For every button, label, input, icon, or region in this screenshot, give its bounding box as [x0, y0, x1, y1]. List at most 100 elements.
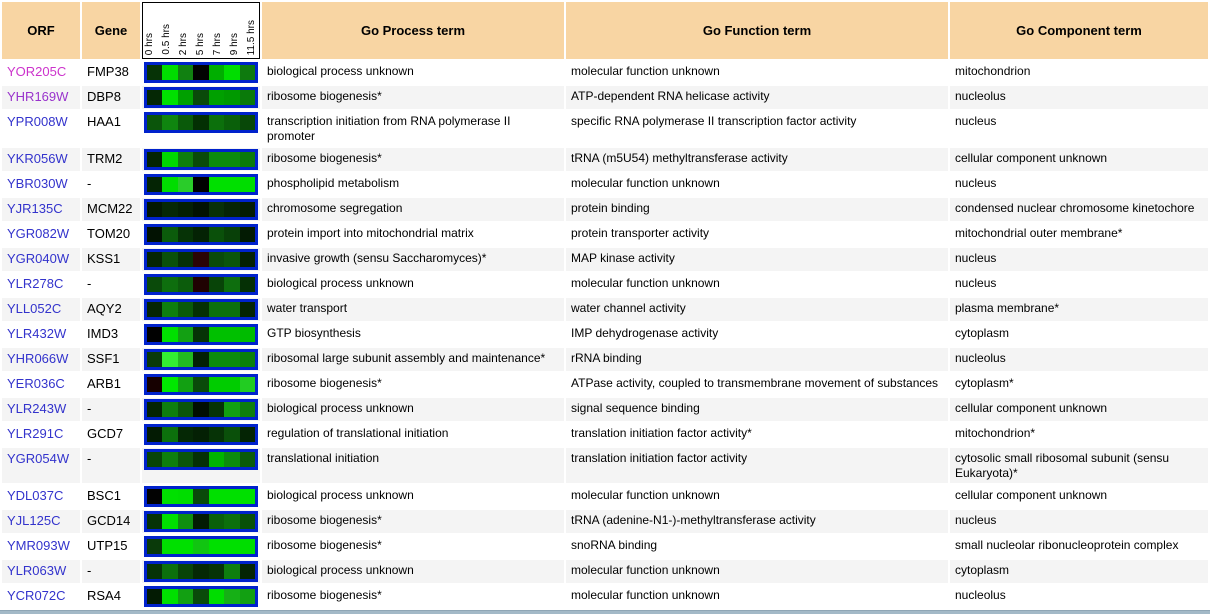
gene-name: TRM2: [82, 148, 140, 171]
expression-heatmap[interactable]: [144, 112, 258, 133]
orf-link[interactable]: YMR093W: [7, 538, 70, 553]
orf-link[interactable]: YLR432W: [7, 326, 67, 341]
orf-link[interactable]: YGR082W: [7, 226, 70, 241]
expression-heatmap[interactable]: [144, 374, 258, 395]
orf-link[interactable]: YHR066W: [7, 351, 69, 366]
heatmap-timepoint-cell: [147, 564, 163, 579]
heatmap-timepoint-cell: [239, 115, 255, 130]
heatmap-timepoint-cell: [208, 539, 225, 554]
orf-link[interactable]: YGR040W: [7, 251, 70, 266]
orf-link[interactable]: YER036C: [7, 376, 65, 391]
go-process-term: phospholipid metabolism: [262, 173, 564, 196]
heatmap-timepoint-cell: [177, 65, 194, 80]
go-function-term: molecular function unknown: [566, 173, 948, 196]
go-function-term: ATP-dependent RNA helicase activity: [566, 86, 948, 109]
expression-heatmap[interactable]: [144, 87, 258, 108]
go-component-term: cellular component unknown: [950, 148, 1208, 171]
gene-name: KSS1: [82, 248, 140, 271]
go-component-term: nucleus: [950, 510, 1208, 533]
expression-heatmap[interactable]: [144, 62, 258, 83]
orf-link[interactable]: YPR008W: [7, 114, 68, 129]
heatmap-timepoint-cell: [162, 152, 178, 167]
heatmap-timepoint-cell: [224, 452, 240, 467]
heatmap-cell-container: [142, 535, 260, 558]
orf-link[interactable]: YLL052C: [7, 301, 62, 316]
go-process-term: ribosome biogenesis*: [262, 510, 564, 533]
expression-heatmap[interactable]: [144, 274, 258, 295]
expression-heatmap[interactable]: [144, 586, 258, 607]
go-component-term: condensed nuclear chromosome kinetochore: [950, 198, 1208, 221]
gene-name: -: [82, 398, 140, 421]
heatmap-timepoint-cell: [224, 352, 240, 367]
orf-link[interactable]: YGR054W: [7, 451, 70, 466]
go-component-term: cellular component unknown: [950, 398, 1208, 421]
orf-link[interactable]: YOR205C: [7, 64, 67, 79]
heatmap-timepoint-cell: [162, 277, 178, 292]
go-function-term: molecular function unknown: [566, 273, 948, 296]
expression-heatmap[interactable]: [144, 561, 258, 582]
orf-link[interactable]: YLR278C: [7, 276, 64, 291]
expression-heatmap[interactable]: [144, 149, 258, 170]
heatmap-timepoint-cell: [193, 377, 209, 392]
expression-heatmap[interactable]: [144, 349, 258, 370]
heatmap-timepoint-cell: [147, 589, 163, 604]
bottom-scrollbar[interactable]: [0, 610, 1210, 614]
table-row: YLR243W - biological process unknown signal…: [2, 398, 1208, 421]
expression-heatmap[interactable]: [144, 199, 258, 220]
timepoint-label: 11.5 hrs: [246, 19, 257, 55]
timepoint-label: 0.5 hrs: [161, 24, 172, 55]
go-process-term: GTP biosynthesis: [262, 323, 564, 346]
heatmap-timepoint-cell: [193, 589, 209, 604]
expression-heatmap[interactable]: [144, 174, 258, 195]
orf-link[interactable]: YHR169W: [7, 89, 69, 104]
orf-link[interactable]: YLR291C: [7, 426, 64, 441]
heatmap-timepoint-cell: [239, 302, 255, 317]
orf-cell: YBR030W: [2, 173, 80, 196]
table-row: YOR205C FMP38 biological process unknown mo…: [2, 61, 1208, 84]
expression-heatmap[interactable]: [144, 424, 258, 445]
orf-cell: YJL125C: [2, 510, 80, 533]
go-function-term: molecular function unknown: [566, 61, 948, 84]
orf-link[interactable]: YJL125C: [7, 513, 61, 528]
orf-link[interactable]: YLR243W: [7, 401, 67, 416]
timepoint-labels: 0 hrs 0.5 hrs 2 hrs 5 hrs 7 hrs 9 hrs 11.5 hrs: [144, 3, 257, 56]
go-function-term: ATPase activity, coupled to transmembran…: [566, 373, 948, 396]
orf-link[interactable]: YCR072C: [7, 588, 66, 603]
expression-heatmap[interactable]: [144, 449, 258, 470]
expression-heatmap[interactable]: [144, 399, 258, 420]
orf-link[interactable]: YKR056W: [7, 151, 68, 166]
expression-heatmap[interactable]: [144, 536, 258, 557]
heatmap-timepoint-cell: [147, 227, 163, 242]
heatmap-timepoint-cell: [162, 65, 178, 80]
heatmap-timepoint-cell: [193, 65, 209, 80]
orf-link[interactable]: YLR063W: [7, 563, 67, 578]
heatmap-timepoint-cell: [208, 115, 225, 130]
heatmap-timepoint-cell: [193, 277, 209, 292]
orf-cell: YMR093W: [2, 535, 80, 558]
orf-cell: YER036C: [2, 373, 80, 396]
heatmap-timepoint-cell: [208, 452, 225, 467]
heatmap-timepoint-cell: [239, 514, 255, 529]
heatmap-timepoint-cell: [239, 564, 255, 579]
expression-heatmap[interactable]: [144, 511, 258, 532]
table-row: YMR093W UTP15 ribosome biogenesis* snoRNA b…: [2, 535, 1208, 558]
heatmap-cell-container: [142, 448, 260, 483]
orf-link[interactable]: YBR030W: [7, 176, 68, 191]
go-process-term: ribosome biogenesis*: [262, 148, 564, 171]
heatmap-timepoint-cell: [224, 202, 240, 217]
gene-name: DBP8: [82, 86, 140, 109]
heatmap-timepoint-cell: [224, 402, 240, 417]
heatmap-timepoint-cell: [147, 152, 163, 167]
heatmap-timepoint-cell: [193, 90, 209, 105]
orf-link[interactable]: YJR135C: [7, 201, 63, 216]
expression-heatmap[interactable]: [144, 299, 258, 320]
gene-name: SSF1: [82, 348, 140, 371]
expression-heatmap[interactable]: [144, 249, 258, 270]
expression-heatmap[interactable]: [144, 224, 258, 245]
expression-heatmap[interactable]: [144, 486, 258, 507]
orf-link[interactable]: YDL037C: [7, 488, 64, 503]
go-function-term: specific RNA polymerase II transcription…: [566, 111, 948, 146]
column-header-go-function: Go Function term: [566, 2, 948, 59]
orf-cell: YLR432W: [2, 323, 80, 346]
expression-heatmap[interactable]: [144, 324, 258, 345]
